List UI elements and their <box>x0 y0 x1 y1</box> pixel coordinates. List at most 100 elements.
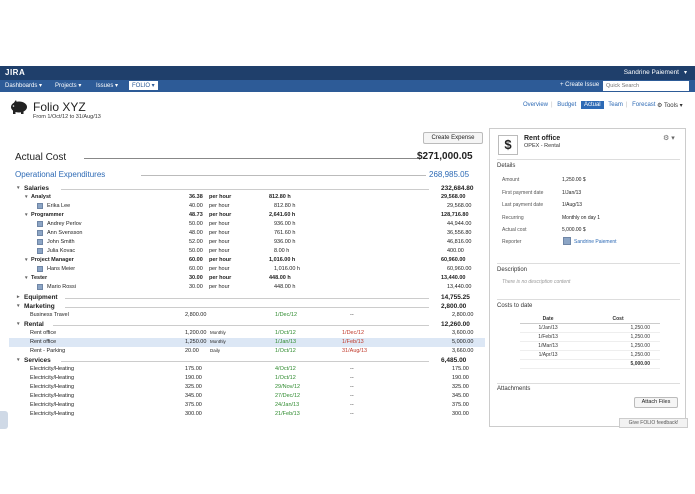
role-row[interactable]: ▾ Tester 30.00 per hour 448.00 h 13,440.00 <box>9 274 485 283</box>
collapse-icon[interactable]: ▾ <box>25 194 28 200</box>
tab-team[interactable]: Team <box>608 102 623 108</box>
expense-row[interactable]: Electricity/Heating 175.00 4/Oct/12 -- 175.0… <box>9 365 485 374</box>
table-row: 1/Apr/13 1,250.00 <box>520 350 660 360</box>
nav-dashboards[interactable]: Dashboards ▾ <box>5 83 43 89</box>
expense-label[interactable]: Electricity/Heating <box>30 402 75 408</box>
person-name[interactable]: John Smith <box>47 239 75 246</box>
person-name[interactable]: Julia Kovac <box>47 248 76 255</box>
row-total: 325.00 <box>452 383 469 390</box>
field-value: 5,000.00 $ <box>562 227 586 233</box>
person-name[interactable]: Andrey Perlov <box>47 221 82 228</box>
person-row[interactable]: Ann Svensson 48.00 per hour 761.60 h 36,556.… <box>9 229 485 238</box>
create-expense-button[interactable]: Create Expense <box>423 132 483 144</box>
person-name[interactable]: Ann Svensson <box>47 230 83 237</box>
collapse-icon[interactable]: ▾ <box>17 185 20 191</box>
expense-label[interactable]: Electricity/Heating <box>30 374 75 381</box>
category-row[interactable]: ▾ Rental 12,260.00 <box>9 320 485 330</box>
tab-overview[interactable]: Overview <box>523 102 549 108</box>
expense-label[interactable]: Electricity/Heating <box>30 411 75 417</box>
amount-value: 345.00 <box>185 392 202 399</box>
tab-budget[interactable]: Budget <box>557 102 577 108</box>
avatar <box>37 284 43 291</box>
field-label: Recurring <box>502 214 524 221</box>
feedback-button[interactable]: Give FOLIO feedback! <box>619 418 688 428</box>
opex-heading[interactable]: Operational Expenditures <box>15 170 106 179</box>
row-total: 175.00 <box>452 365 469 372</box>
reporter-link[interactable]: Sandrine Paiement <box>574 239 617 245</box>
table-row: 1/Jan/13 1,250.00 <box>520 323 660 333</box>
create-issue-button[interactable]: + Create Issue <box>560 82 600 88</box>
amount-value: 2,800.00 <box>185 311 207 318</box>
amount-value: 175.00 <box>185 365 202 372</box>
expense-label[interactable]: Rent office <box>30 338 57 345</box>
expense-label[interactable]: Business Travel <box>30 311 69 318</box>
hours-value: 936.00 h <box>274 239 296 246</box>
expense-row[interactable]: Rent office 1,200.00 Monthly 1/Oct/12 1/Dec/… <box>9 329 485 338</box>
expense-row[interactable]: Electricity/Heating 325.00 29/Nov/12 -- 325.… <box>9 383 485 392</box>
description-empty: There is no description content <box>502 279 571 285</box>
search-input[interactable] <box>603 81 689 91</box>
expense-row[interactable]: Electricity/Heating 375.00 24/Jan/13 -- 375.… <box>9 401 485 410</box>
expense-label[interactable]: Rent - Parking <box>30 347 66 354</box>
person-name[interactable]: Erika Lee <box>47 203 71 210</box>
person-name[interactable]: Hans Meier <box>47 266 76 273</box>
expense-row[interactable]: Electricity/Heating 300.00 21/Feb/13 -- 300.… <box>9 410 485 419</box>
category-label: Marketing <box>24 302 55 310</box>
person-row[interactable]: Julia Kovac 50.00 per hour 8.00 h 400.00 <box>9 247 485 256</box>
expense-label[interactable]: Electricity/Heating <box>30 383 75 390</box>
page-header: Folio XYZ From 1/Oct/12 to 31/Aug/13 Ove… <box>0 92 695 128</box>
expense-row[interactable]: Rent - Parking 20.00 Daily 1/Oct/12 31/Aug/1… <box>9 347 485 356</box>
category-row[interactable]: ▾ Salaries 232,684.80 <box>9 184 485 194</box>
row-total: 345.00 <box>452 392 469 399</box>
person-row[interactable]: Andrey Perlov 50.00 per hour 936.00 h 44,944… <box>9 220 485 229</box>
user-menu[interactable]: Sandrine Paiement <box>623 69 679 76</box>
recurrence-unit: Daily <box>210 347 221 353</box>
row-total: 400.00 <box>447 248 464 255</box>
gear-icon[interactable]: ⚙ ▾ <box>663 135 675 142</box>
divider <box>84 158 418 159</box>
side-panel-handle[interactable] <box>0 411 8 429</box>
expense-label[interactable]: Electricity/Heating <box>30 365 75 372</box>
category-row[interactable]: ▸ Equipment 14,755.25 <box>9 293 485 303</box>
person-row[interactable]: Hans Meier 60.00 per hour 1,016.00 h 60,960.… <box>9 265 485 274</box>
collapse-icon[interactable]: ▾ <box>25 275 28 282</box>
role-row[interactable]: ▾ Project Manager 60.00 per hour 1,016.00 h 6… <box>9 256 485 265</box>
collapse-icon[interactable]: ▾ <box>17 302 20 309</box>
collapse-icon[interactable]: ▾ <box>25 212 28 219</box>
tools-menu[interactable]: ⚙ Tools ▾ <box>657 103 683 109</box>
category-label: Equipment <box>24 293 58 301</box>
nav-folio[interactable]: FOLIO ▾ <box>129 81 158 90</box>
rate-value: 48.73 <box>189 212 203 219</box>
nav-projects[interactable]: Projects ▾ <box>55 83 82 89</box>
collapse-icon[interactable]: ▾ <box>17 356 20 363</box>
jira-logo[interactable]: JIRA <box>5 68 26 77</box>
role-label: Tester <box>31 275 48 282</box>
expense-row[interactable]: Business Travel 2,800.00 1/Dec/12 -- 2,800.0… <box>9 311 485 320</box>
expense-row[interactable]: Electricity/Heating 190.00 1/Oct/12 -- 190.0… <box>9 374 485 383</box>
person-row[interactable]: Mario Rossi 30.00 per hour 448.00 h 13,440.0… <box>9 283 485 292</box>
role-row[interactable]: ▾ Analyst 36.38 per hour 812.80 h 29,568.00 <box>9 193 485 202</box>
category-row[interactable]: ▾ Marketing 2,800.00 <box>9 302 485 312</box>
divider <box>65 306 429 308</box>
category-row[interactable]: ▾ Services 6,485.00 <box>9 356 485 366</box>
role-row[interactable]: ▾ Programmer 48.73 per hour 2,641.60 h 128,71… <box>9 211 485 220</box>
chevron-down-icon[interactable]: ▾ <box>683 70 687 76</box>
page-title: Folio XYZ <box>33 100 86 114</box>
expand-icon[interactable]: ▸ <box>17 293 20 300</box>
attach-files-button[interactable]: Attach Files <box>634 397 678 408</box>
tab-forecast[interactable]: Forecast <box>632 102 656 108</box>
collapse-icon[interactable]: ▾ <box>25 257 28 264</box>
tab-actual[interactable]: Actual <box>580 101 604 109</box>
collapse-icon[interactable]: ▾ <box>17 320 20 327</box>
expense-label[interactable]: Rent office <box>30 329 57 336</box>
expense-row[interactable]: Electricity/Heating 345.00 27/Dec/12 -- 345.… <box>9 392 485 401</box>
field-label: Actual cost <box>502 227 527 233</box>
person-name[interactable]: Mario Rossi <box>47 284 77 291</box>
expense-row[interactable]: Rent office 1,250.00 Monthly 1/Jan/13 1/Feb/… <box>9 337 485 347</box>
nav-issues[interactable]: Issues ▾ <box>96 83 119 89</box>
role-label: Analyst <box>31 194 51 200</box>
person-row[interactable]: John Smith 52.00 per hour 936.00 h 46,816.00 <box>9 238 485 247</box>
person-row[interactable]: Erika Lee 40.00 per hour 812.80 h 29,568.00 <box>9 202 485 211</box>
divider <box>497 383 680 384</box>
expense-label[interactable]: Electricity/Heating <box>30 392 75 399</box>
